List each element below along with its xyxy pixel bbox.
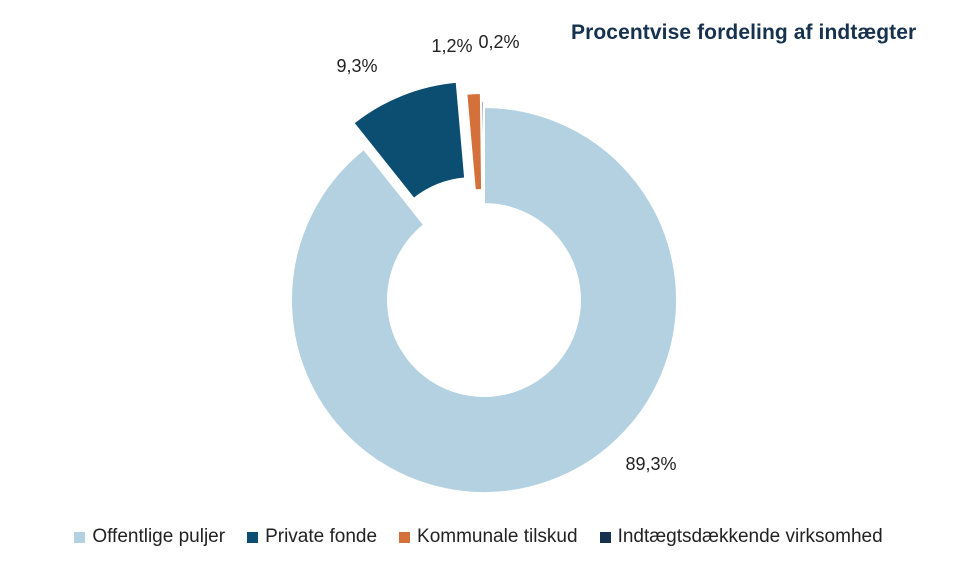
legend-swatch [599, 531, 611, 543]
legend-swatch [74, 531, 86, 543]
legend-label: Offentlige puljer [92, 526, 226, 547]
legend-label: Indtægtsdækkende virksomhed [617, 526, 883, 547]
legend-item-kommunale-tilskud: Kommunale tilskud [399, 526, 578, 548]
legend-item-indtaegtsdaekkende-virksomhed: Indtægtsdækkende virksomhed [599, 526, 883, 548]
data-label: 1,2% [431, 36, 472, 56]
data-label: 0,2% [478, 32, 519, 52]
data-label: 89,3% [625, 454, 676, 474]
pie-slice [480, 99, 485, 200]
legend-item-offentlige-puljer: Offentlige puljer [74, 526, 225, 548]
legend-item-private-fonde: Private fonde [247, 526, 377, 548]
pie-slice [352, 80, 467, 201]
pie-slice [290, 105, 678, 494]
legend-swatch [247, 531, 259, 543]
pie-slice [465, 92, 484, 192]
donut-chart: 89,3% 9,3% 1,2% 0,2% [290, 32, 678, 494]
legend-label: Private fonde [265, 526, 378, 547]
chart-title: Procentvise fordeling af indtægter [571, 21, 917, 44]
data-label: 9,3% [336, 56, 377, 76]
legend-label: Kommunale tilskud [417, 526, 578, 547]
legend-swatch [399, 531, 411, 543]
legend: Offentlige puljer Private fonde Kommunal… [0, 526, 957, 548]
